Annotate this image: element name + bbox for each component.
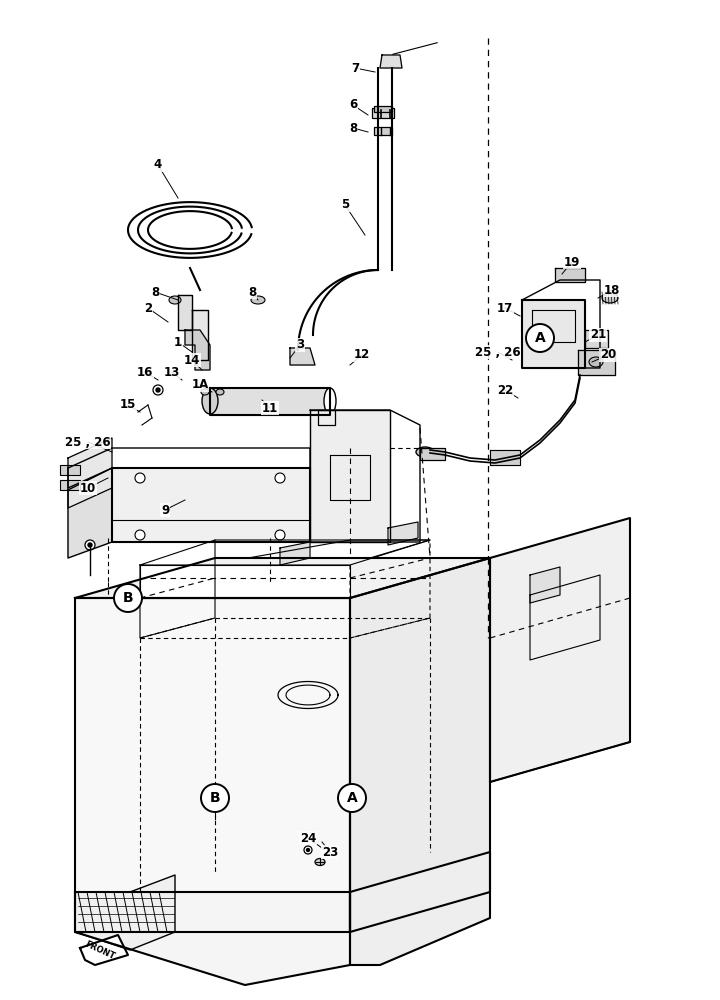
Polygon shape (192, 310, 208, 360)
Text: 1: 1 (174, 336, 182, 349)
Polygon shape (75, 892, 350, 985)
Polygon shape (388, 522, 418, 545)
Ellipse shape (202, 388, 218, 414)
Text: 8: 8 (151, 286, 159, 298)
Polygon shape (530, 567, 560, 603)
FancyBboxPatch shape (60, 480, 80, 490)
Polygon shape (185, 330, 210, 370)
Polygon shape (75, 598, 350, 932)
Polygon shape (290, 348, 315, 365)
Text: 23: 23 (322, 846, 338, 858)
FancyBboxPatch shape (374, 106, 392, 112)
Text: 6: 6 (349, 99, 357, 111)
Text: 11: 11 (262, 401, 278, 414)
Text: 19: 19 (564, 255, 580, 268)
Text: 18: 18 (604, 284, 620, 296)
Polygon shape (75, 558, 490, 598)
Text: 4: 4 (154, 158, 162, 172)
Ellipse shape (589, 357, 603, 367)
Circle shape (338, 784, 366, 812)
Circle shape (304, 846, 312, 854)
Circle shape (275, 530, 285, 540)
Circle shape (526, 324, 554, 352)
Text: 25 , 26: 25 , 26 (475, 346, 521, 359)
Text: 8: 8 (349, 121, 357, 134)
Text: 12: 12 (354, 349, 370, 361)
Circle shape (201, 784, 229, 812)
Ellipse shape (216, 389, 224, 395)
Text: B: B (210, 791, 220, 805)
Text: 3: 3 (296, 338, 304, 352)
FancyBboxPatch shape (374, 127, 392, 135)
Polygon shape (178, 295, 192, 330)
Ellipse shape (169, 296, 181, 304)
Polygon shape (140, 565, 350, 598)
Text: 17: 17 (497, 302, 513, 314)
Polygon shape (318, 410, 335, 425)
Polygon shape (80, 935, 128, 965)
Text: 5: 5 (341, 198, 349, 212)
Text: FRONT: FRONT (84, 939, 117, 961)
Text: 24: 24 (300, 832, 316, 844)
Circle shape (135, 473, 145, 483)
Circle shape (85, 540, 95, 550)
Polygon shape (555, 268, 585, 282)
Ellipse shape (602, 293, 618, 303)
Circle shape (153, 385, 163, 395)
Text: 7: 7 (351, 62, 359, 75)
Polygon shape (75, 875, 175, 950)
Text: 10: 10 (80, 482, 96, 494)
Text: 16: 16 (137, 365, 153, 378)
Ellipse shape (201, 389, 209, 395)
Polygon shape (578, 350, 615, 375)
Text: 21: 21 (590, 328, 606, 342)
Circle shape (307, 848, 310, 852)
Polygon shape (68, 468, 112, 558)
FancyBboxPatch shape (60, 465, 80, 475)
Polygon shape (280, 542, 310, 565)
Ellipse shape (324, 388, 336, 414)
Polygon shape (68, 438, 112, 508)
Polygon shape (522, 300, 585, 368)
Text: 25 , 26: 25 , 26 (66, 436, 111, 448)
Text: 13: 13 (164, 365, 180, 378)
Ellipse shape (416, 447, 434, 457)
Circle shape (135, 530, 145, 540)
Text: 22: 22 (497, 383, 513, 396)
Text: 1A: 1A (192, 378, 209, 391)
Ellipse shape (315, 858, 325, 865)
Text: 9: 9 (161, 504, 169, 516)
Text: 8: 8 (248, 286, 256, 298)
Polygon shape (380, 55, 402, 68)
Text: B: B (122, 591, 133, 605)
Polygon shape (350, 558, 490, 932)
Text: 15: 15 (120, 398, 136, 412)
Polygon shape (350, 852, 490, 965)
FancyBboxPatch shape (420, 448, 445, 460)
Ellipse shape (251, 296, 265, 304)
Polygon shape (490, 450, 520, 465)
Polygon shape (585, 330, 608, 348)
Circle shape (156, 388, 160, 392)
Circle shape (88, 543, 92, 547)
Polygon shape (490, 518, 630, 782)
Circle shape (114, 584, 142, 612)
Text: A: A (535, 331, 545, 345)
FancyBboxPatch shape (372, 108, 394, 118)
Text: 20: 20 (600, 349, 616, 361)
Text: A: A (346, 791, 357, 805)
Polygon shape (112, 468, 310, 542)
Circle shape (275, 473, 285, 483)
Polygon shape (210, 388, 330, 415)
Text: 14: 14 (184, 354, 200, 366)
Polygon shape (310, 410, 390, 542)
Text: 2: 2 (144, 302, 152, 314)
